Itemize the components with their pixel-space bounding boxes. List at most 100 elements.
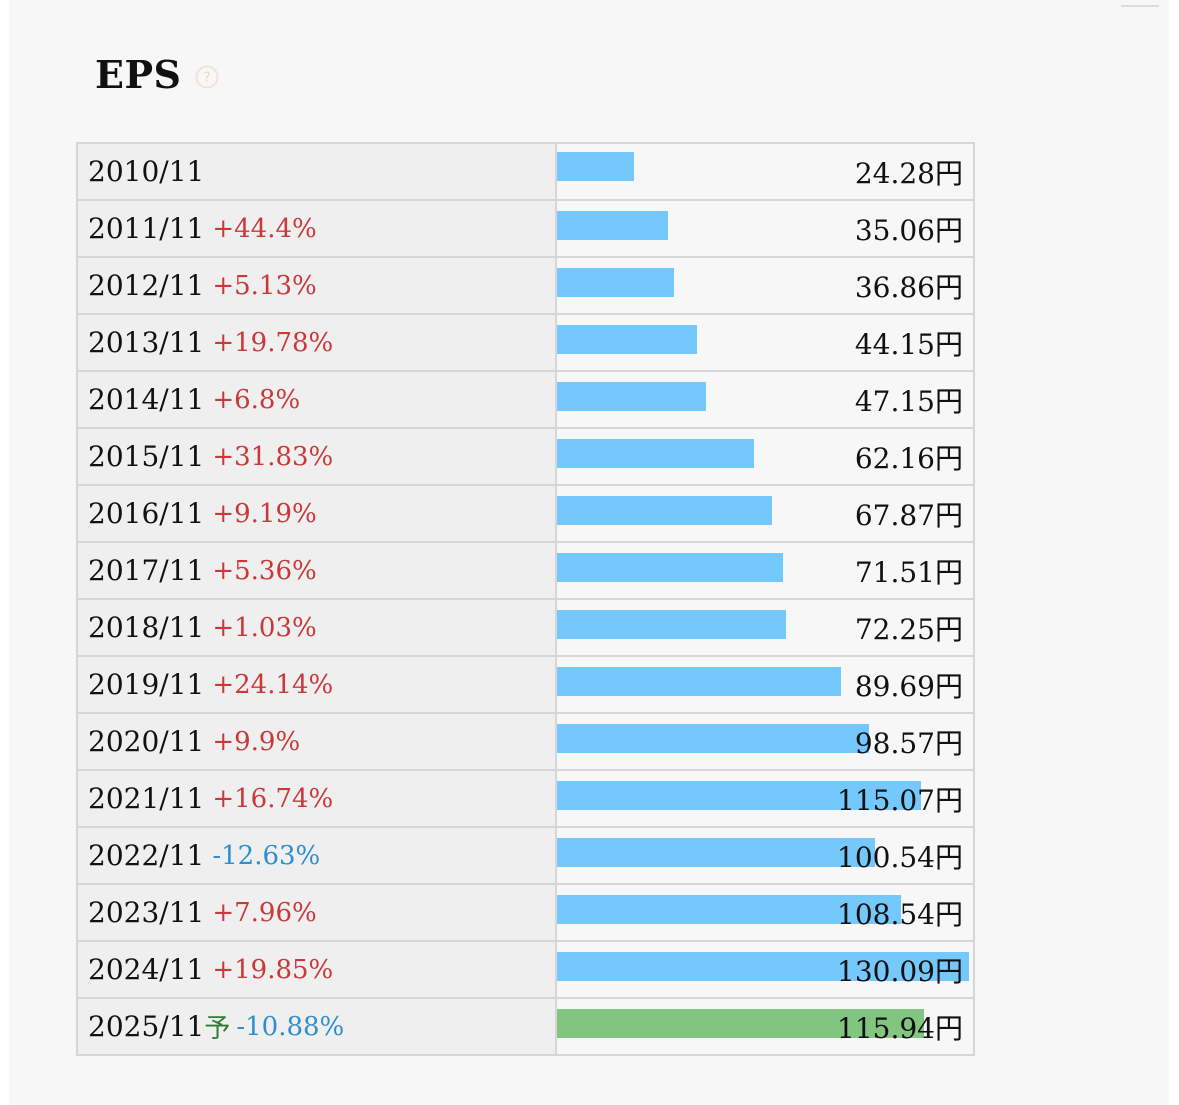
change-rate: +16.74% (212, 783, 334, 814)
eps-panel: EPS ? 2010/11 24.28円 2011/11 +44.4% 35.06円 20… (9, 0, 1169, 1105)
eps-value-label: 115.94円 (837, 1011, 963, 1045)
eps-bar (557, 724, 869, 753)
period-label: 2024/11 (88, 953, 205, 986)
eps-bar (557, 325, 697, 354)
eps-bar (557, 553, 783, 582)
change-rate: +6.8% (212, 384, 301, 415)
eps-value-label: 108.54円 (837, 897, 963, 931)
change-rate: +9.19% (212, 498, 317, 529)
bar-cell: 130.09円 (557, 942, 973, 997)
period-label: 2019/11 (88, 668, 205, 701)
period-cell: 2020/11 +9.9% (78, 714, 557, 769)
eps-value-label: 62.16円 (854, 441, 963, 475)
change-rate: +19.85% (212, 954, 334, 985)
corner-divider (1121, 5, 1159, 7)
change-rate: +7.96% (212, 897, 317, 928)
eps-value-label: 115.07円 (837, 783, 963, 817)
eps-value-label: 47.15円 (854, 384, 963, 418)
period-label: 2010/11 (88, 155, 205, 188)
period-cell: 2021/11 +16.74% (78, 771, 557, 826)
eps-bar (557, 382, 706, 411)
period-cell: 2022/11 -12.63% (78, 828, 557, 883)
period-cell: 2025/11 予 -10.88% (78, 999, 557, 1054)
eps-bar (557, 952, 969, 981)
bar-cell: 44.15円 (557, 315, 973, 370)
change-rate: +5.36% (212, 555, 317, 586)
table-row: 2022/11 -12.63% 100.54円 (78, 826, 973, 883)
bar-cell: 71.51円 (557, 543, 973, 598)
svg-text:?: ? (204, 70, 211, 86)
bar-cell: 89.69円 (557, 657, 973, 712)
table-row: 2011/11 +44.4% 35.06円 (78, 199, 973, 256)
table-row: 2019/11 +24.14% 89.69円 (78, 655, 973, 712)
eps-value-label: 89.69円 (854, 669, 963, 703)
eps-bar (557, 211, 668, 240)
eps-value-label: 24.28円 (854, 156, 963, 190)
eps-value-label: 44.15円 (854, 327, 963, 361)
table-row: 2017/11 +5.36% 71.51円 (78, 541, 973, 598)
change-rate: +5.13% (212, 270, 317, 301)
eps-bar (557, 895, 901, 924)
bar-cell: 36.86円 (557, 258, 973, 313)
table-row: 2013/11 +19.78% 44.15円 (78, 313, 973, 370)
bar-cell: 100.54円 (557, 828, 973, 883)
table-row: 2015/11 +31.83% 62.16円 (78, 427, 973, 484)
eps-value-label: 130.09円 (837, 954, 963, 988)
period-cell: 2011/11 +44.4% (78, 201, 557, 256)
period-cell: 2018/11 +1.03% (78, 600, 557, 655)
change-rate: +44.4% (212, 213, 317, 244)
table-row: 2014/11 +6.8% 47.15円 (78, 370, 973, 427)
period-cell: 2014/11 +6.8% (78, 372, 557, 427)
period-cell: 2010/11 (78, 144, 557, 199)
eps-value-label: 36.86円 (854, 270, 963, 304)
period-label: 2018/11 (88, 611, 205, 644)
eps-value-label: 67.87円 (854, 498, 963, 532)
table-row: 2024/11 +19.85% 130.09円 (78, 940, 973, 997)
eps-bar (557, 838, 875, 867)
table-row: 2021/11 +16.74% 115.07円 (78, 769, 973, 826)
forecast-eps-bar (557, 1009, 924, 1038)
period-cell: 2015/11 +31.83% (78, 429, 557, 484)
title-area: EPS ? (95, 50, 219, 98)
period-label: 2020/11 (88, 725, 205, 758)
change-rate: +9.9% (212, 726, 301, 757)
bar-cell: 67.87円 (557, 486, 973, 541)
bar-cell: 24.28円 (557, 144, 973, 199)
period-cell: 2016/11 +9.19% (78, 486, 557, 541)
eps-bar (557, 781, 921, 810)
eps-value-label: 35.06円 (854, 213, 963, 247)
table-row: 2020/11 +9.9% 98.57円 (78, 712, 973, 769)
bar-cell: 62.16円 (557, 429, 973, 484)
eps-value-label: 71.51円 (854, 555, 963, 589)
period-label: 2022/11 (88, 839, 205, 872)
eps-bar (557, 610, 786, 639)
table-row: 2018/11 +1.03% 72.25円 (78, 598, 973, 655)
period-label: 2023/11 (88, 896, 205, 929)
period-cell: 2017/11 +5.36% (78, 543, 557, 598)
eps-value-label: 98.57円 (854, 726, 963, 760)
period-cell: 2023/11 +7.96% (78, 885, 557, 940)
table-row: 2012/11 +5.13% 36.86円 (78, 256, 973, 313)
bar-cell: 47.15円 (557, 372, 973, 427)
question-circle-icon[interactable]: ? (195, 65, 219, 89)
bar-cell: 72.25円 (557, 600, 973, 655)
change-rate: +31.83% (212, 441, 334, 472)
bar-cell: 35.06円 (557, 201, 973, 256)
bar-cell: 108.54円 (557, 885, 973, 940)
eps-value-label: 100.54円 (837, 840, 963, 874)
bar-cell: 115.07円 (557, 771, 973, 826)
eps-bar (557, 152, 634, 181)
change-rate: +24.14% (212, 669, 334, 700)
change-rate: -12.63% (212, 840, 321, 871)
period-label: 2011/11 (88, 212, 205, 245)
change-rate: +1.03% (212, 612, 317, 643)
table-row: 2016/11 +9.19% 67.87円 (78, 484, 973, 541)
period-label: 2014/11 (88, 383, 205, 416)
period-cell: 2019/11 +24.14% (78, 657, 557, 712)
eps-bar (557, 439, 754, 468)
eps-bar (557, 268, 674, 297)
eps-value-label: 72.25円 (854, 612, 963, 646)
period-label: 2015/11 (88, 440, 205, 473)
period-label: 2013/11 (88, 326, 205, 359)
change-rate: -10.88% (236, 1011, 345, 1042)
